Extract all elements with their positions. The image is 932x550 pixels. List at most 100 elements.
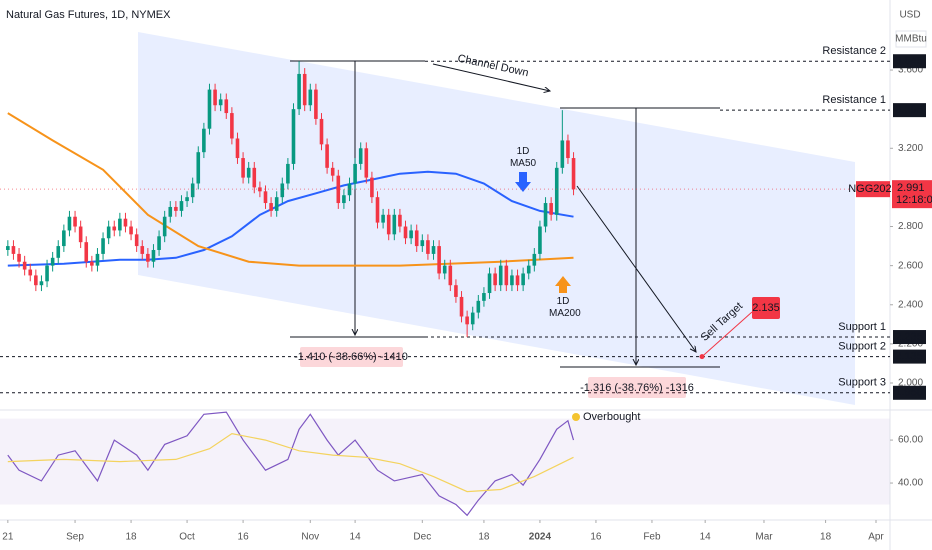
ticker-box bbox=[856, 181, 890, 198]
candle-body bbox=[364, 148, 369, 178]
ma-label-box: 1D MA50 bbox=[510, 146, 536, 169]
candle-body bbox=[263, 191, 268, 204]
candle-body bbox=[554, 167, 559, 215]
candle-body bbox=[291, 109, 296, 164]
candle-body bbox=[274, 197, 279, 211]
candle-body bbox=[302, 73, 307, 106]
level-price-box bbox=[893, 330, 926, 345]
x-tick-label: 16 bbox=[590, 532, 602, 543]
candle-body bbox=[431, 246, 436, 254]
candle-body bbox=[241, 158, 245, 178]
rsi-tick-label: 40.00 bbox=[898, 478, 923, 489]
candle-body bbox=[67, 216, 72, 231]
trend-arrow bbox=[432, 63, 550, 91]
candle-body bbox=[476, 300, 481, 313]
candle-body bbox=[398, 214, 402, 227]
candle-body bbox=[151, 249, 156, 262]
rsi-tick-label: 60.00 bbox=[898, 435, 923, 446]
level-name: Support 2 bbox=[838, 341, 886, 353]
candle-body bbox=[370, 177, 374, 198]
candle-body bbox=[6, 246, 10, 250]
countdown: 12:18:02 bbox=[896, 194, 932, 206]
measure-label: -1.316 (-38.76%) -1316 bbox=[580, 382, 694, 394]
level-name: Support 3 bbox=[838, 377, 886, 389]
rsi-line bbox=[7, 411, 575, 517]
candle-body bbox=[414, 230, 419, 247]
candle-body bbox=[330, 167, 335, 176]
ma200-arrow bbox=[555, 276, 571, 293]
candle-body bbox=[571, 158, 576, 190]
candle-body bbox=[280, 183, 285, 198]
candle-body bbox=[129, 226, 133, 235]
candle-body bbox=[45, 265, 49, 282]
level-price-box bbox=[893, 349, 926, 364]
candle-body bbox=[140, 246, 145, 254]
x-tick-label: Oct bbox=[179, 532, 195, 543]
candle-body bbox=[493, 273, 497, 286]
target-dot bbox=[699, 354, 705, 360]
candle-body bbox=[454, 285, 458, 297]
candle-body bbox=[168, 206, 173, 217]
candle-body bbox=[90, 261, 94, 266]
candle-body bbox=[11, 246, 16, 254]
x-tick-label: Apr bbox=[868, 532, 884, 543]
candle-body bbox=[442, 265, 447, 274]
measure-box bbox=[300, 347, 403, 367]
candle-body bbox=[549, 203, 553, 215]
candle-body bbox=[218, 99, 223, 106]
level-name: Support 1 bbox=[838, 321, 886, 333]
candle-body bbox=[235, 138, 240, 159]
candle-body bbox=[336, 175, 341, 204]
candle-body bbox=[308, 89, 313, 106]
candle-body bbox=[252, 167, 257, 188]
candle-body bbox=[269, 203, 273, 211]
candle-body bbox=[202, 128, 206, 153]
note-icon bbox=[572, 413, 580, 421]
measure-label: -1.410 (-38.66%) -1410 bbox=[294, 351, 408, 363]
rsi-band bbox=[0, 418, 890, 505]
level-name: Resistance 1 bbox=[822, 94, 886, 106]
candle-body bbox=[375, 197, 380, 223]
level-price-box bbox=[893, 103, 926, 118]
candle-body bbox=[157, 236, 161, 250]
last-price: 2.991 bbox=[897, 182, 925, 194]
candle-body bbox=[106, 226, 111, 239]
candle-body bbox=[134, 234, 139, 247]
candle-body bbox=[62, 230, 66, 247]
rsi-line bbox=[7, 432, 574, 493]
candle-body bbox=[543, 203, 548, 227]
x-tick-label: Dec bbox=[413, 532, 431, 543]
candle-body bbox=[560, 140, 565, 168]
target-price: 2.135 bbox=[752, 302, 780, 314]
y-tick-label: 2.800 bbox=[898, 221, 923, 232]
candle-body bbox=[84, 242, 89, 262]
candle-body bbox=[392, 214, 397, 235]
candle-body bbox=[319, 118, 324, 145]
candle-body bbox=[498, 265, 503, 286]
candle-body bbox=[224, 99, 229, 114]
candle-body bbox=[196, 152, 201, 184]
candle-body bbox=[112, 226, 117, 231]
candle-body bbox=[101, 238, 105, 254]
candle-body bbox=[34, 275, 38, 286]
x-tick-label: Sep bbox=[66, 532, 84, 543]
candle-body bbox=[118, 218, 122, 231]
candle-body bbox=[325, 144, 329, 168]
candle-body bbox=[230, 113, 234, 139]
y-tick-label: 3.200 bbox=[898, 143, 923, 154]
rsi-note: Overbought bbox=[583, 411, 640, 423]
candle-body bbox=[532, 253, 537, 266]
candle-body bbox=[538, 226, 542, 254]
candle-body bbox=[22, 261, 27, 270]
candle-body bbox=[487, 273, 492, 294]
candle-body bbox=[347, 183, 352, 196]
candle-body bbox=[78, 226, 83, 243]
candle-body bbox=[566, 140, 570, 159]
level-price: 2.235 bbox=[895, 331, 923, 343]
x-tick-label: Mar bbox=[755, 532, 773, 543]
x-tick-label: 14 bbox=[700, 532, 712, 543]
candle-body bbox=[526, 265, 531, 274]
last-price-box bbox=[892, 180, 932, 209]
candle-body bbox=[448, 265, 453, 286]
